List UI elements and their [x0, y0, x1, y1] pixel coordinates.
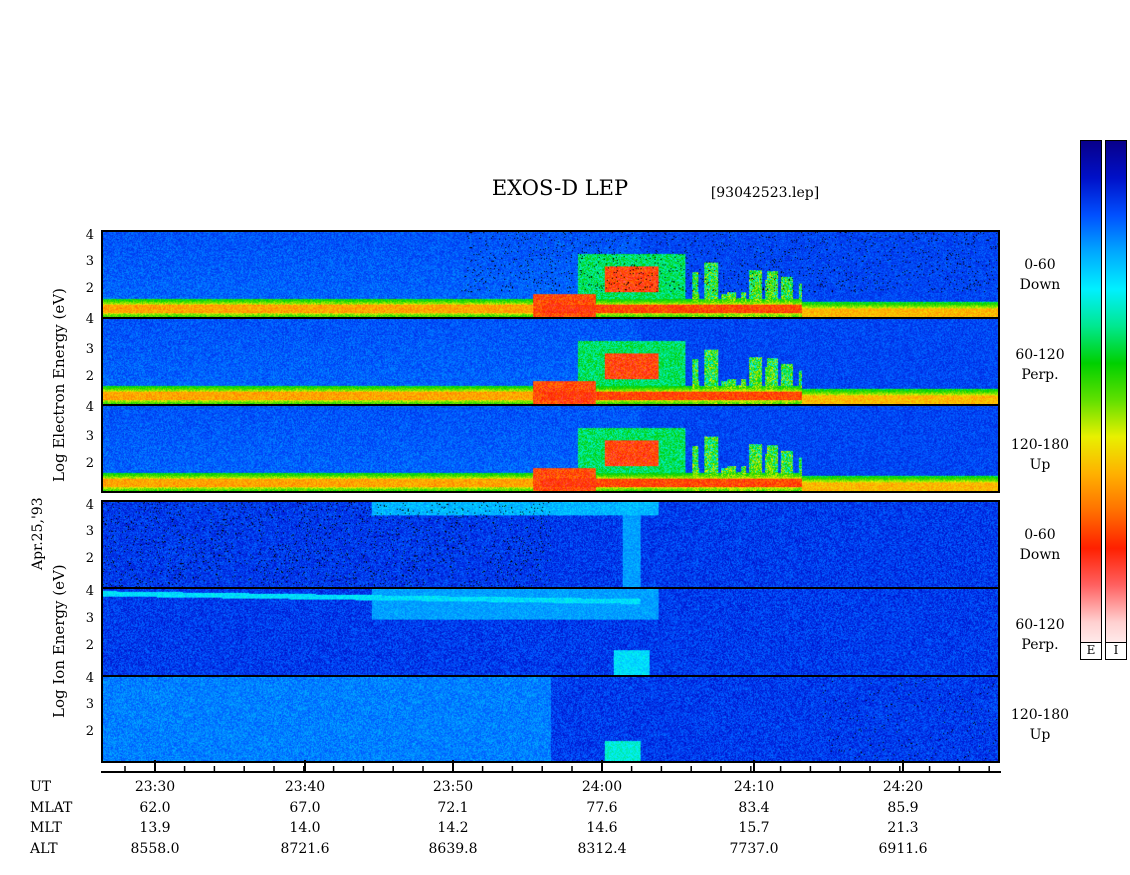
y-tick: 2	[85, 369, 94, 384]
y-tick: 2	[85, 281, 94, 296]
electron-spectrogram-up	[103, 406, 998, 491]
electron-up-label: 120-180 Up	[1010, 437, 1070, 473]
x-label-mlat: 77.6	[586, 800, 618, 816]
date-label: Apr.25,'93	[30, 497, 46, 570]
row-name-alt: ALT	[30, 841, 58, 857]
x-label-mlat: 83.4	[738, 800, 770, 816]
x-label-ut: 24:10	[733, 779, 775, 795]
ion-up-label: 120-180 Up	[1010, 707, 1070, 743]
electron-panel-down	[101, 230, 1000, 319]
y-tick: 3	[85, 524, 94, 539]
x-label-mlt: 13.9	[139, 820, 171, 836]
row-name-mlt: MLT	[30, 820, 62, 836]
y-tick: 4	[85, 584, 94, 599]
x-label-mlt: 21.3	[887, 820, 919, 836]
x-label-mlat: 85.9	[887, 800, 919, 816]
y-tick: 3	[85, 611, 94, 626]
ion-spectrogram-perp	[103, 589, 998, 675]
ion-spectrogram-up	[103, 677, 998, 761]
y-tick: 2	[85, 724, 94, 739]
x-label-ut: 23:30	[134, 779, 176, 795]
x-label-ut: 24:20	[882, 779, 924, 795]
x-label-alt: 8312.4	[577, 841, 627, 857]
x-label-alt: 8721.6	[280, 841, 330, 857]
x-label-ut: 23:50	[432, 779, 474, 795]
x-label-mlat: 72.1	[437, 800, 469, 816]
ion-down-label: 0-60 Down	[1019, 527, 1061, 563]
x-label-alt: 7737.0	[729, 841, 779, 857]
x-label-ut: 24:00	[581, 779, 623, 795]
electron-perp-label: 60-120 Perp.	[1015, 347, 1065, 383]
x-label-mlt: 14.0	[289, 820, 321, 836]
y-tick: 3	[85, 342, 94, 357]
ion-color-bar	[1105, 140, 1127, 660]
x-label-alt: 6911.6	[878, 841, 928, 857]
x-label-mlt: 15.7	[738, 820, 770, 836]
electron-panel-up	[101, 404, 1000, 493]
electron-spectrogram-perp	[103, 319, 998, 404]
ion-y-axis-label: Log Ion Energy (eV)	[50, 564, 68, 718]
ion-color-bar-label: I	[1105, 642, 1127, 660]
file-name: [93042523.lep]	[710, 185, 820, 201]
x-label-alt: 8558.0	[130, 841, 180, 857]
row-name-ut: UT	[30, 779, 52, 795]
y-tick: 4	[85, 228, 94, 243]
electron-panel-perp	[101, 317, 1000, 406]
ion-panel-up	[101, 675, 1000, 763]
y-tick: 2	[85, 456, 94, 471]
electron-color-bar-label: E	[1080, 642, 1102, 660]
x-label-mlat: 62.0	[139, 800, 171, 816]
y-tick: 4	[85, 671, 94, 686]
electron-color-bar	[1080, 140, 1102, 660]
x-label-ut: 23:40	[284, 779, 326, 795]
y-tick: 3	[85, 697, 94, 712]
electron-down-label: 0-60 Down	[1019, 257, 1061, 293]
y-tick: 4	[85, 400, 94, 415]
electron-spectrogram-down	[103, 232, 998, 317]
x-label-mlat: 67.0	[289, 800, 321, 816]
y-tick: 3	[85, 429, 94, 444]
x-label-mlt: 14.2	[437, 820, 469, 836]
y-tick: 3	[85, 254, 94, 269]
y-tick: 4	[85, 498, 94, 513]
electron-y-axis-label: Log Electron Energy (eV)	[50, 288, 68, 482]
y-tick: 2	[85, 551, 94, 566]
ion-spectrogram-down	[103, 502, 998, 587]
ion-panel-down	[101, 500, 1000, 589]
y-tick: 4	[85, 312, 94, 327]
x-axis-ticks	[101, 760, 1001, 773]
y-tick: 2	[85, 638, 94, 653]
x-label-mlt: 14.6	[586, 820, 618, 836]
chart-title: EXOS-D LEP	[491, 176, 629, 200]
x-label-alt: 8639.8	[428, 841, 478, 857]
ion-panel-perp	[101, 587, 1000, 677]
row-name-mlat: MLAT	[30, 800, 73, 816]
ion-perp-label: 60-120 Perp.	[1015, 617, 1065, 653]
